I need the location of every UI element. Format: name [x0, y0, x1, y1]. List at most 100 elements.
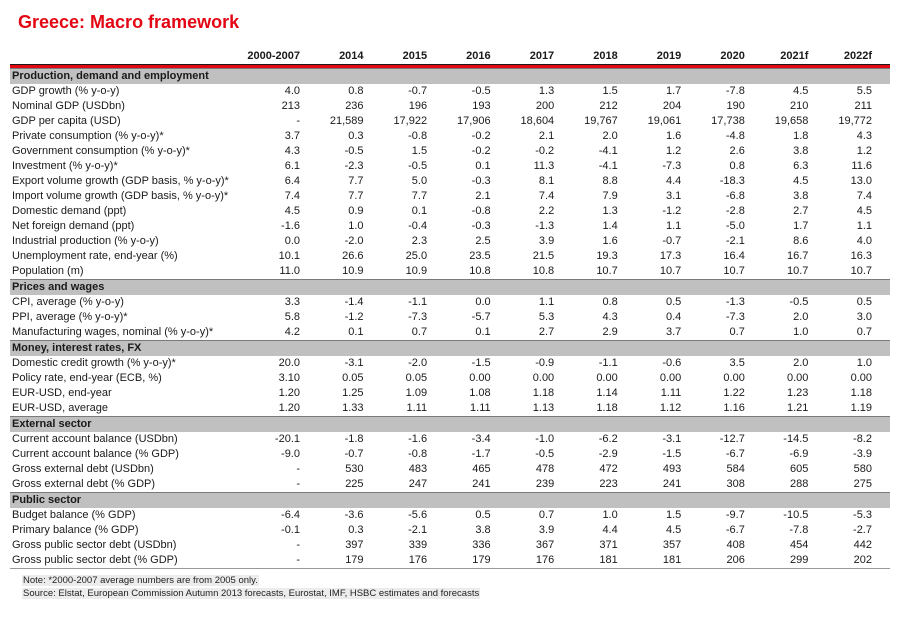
- column-header-2017: 2017: [529, 50, 555, 62]
- cell-value: 23.5: [469, 250, 491, 262]
- cell-value: 1.23: [786, 387, 809, 399]
- cell-value: 0.05: [342, 372, 364, 384]
- cell-value: -: [296, 478, 300, 490]
- cell-value: -0.8: [471, 205, 491, 217]
- table-row: Budget balance (% GDP) -6.4 -3.6 -5.6 0.5 0.7…: [10, 508, 890, 523]
- source-line: Source: Elstat, European Commission Autu…: [22, 587, 890, 600]
- cell-value: 1.11: [660, 387, 682, 399]
- cell-value: 16.4: [723, 250, 745, 262]
- row-label: Government consumption (% y-o-y)*: [12, 145, 190, 157]
- table-row: Private consumption (% y-o-y)* 3.7 0.3 -0.8…: [10, 129, 890, 144]
- cell-value: 4.5: [856, 205, 872, 217]
- cell-value: -0.2: [471, 130, 491, 142]
- cell-value: 0.7: [411, 326, 428, 338]
- table-body: Production, demand and employment GDP gro…: [10, 68, 890, 569]
- cell-value: 2.5: [475, 235, 491, 247]
- cell-value: 0.5: [665, 296, 682, 308]
- row-label: PPI, average (% y-o-y)*: [12, 311, 128, 323]
- cell-value: 1.22: [723, 387, 745, 399]
- cell-value: 1.0: [856, 357, 872, 369]
- cell-value: 21,589: [329, 115, 364, 127]
- cell-value: 25.0: [405, 250, 428, 262]
- cell-value: 584: [726, 463, 745, 475]
- cell-value: 11.0: [279, 265, 300, 277]
- cell-value: 1.5: [665, 509, 682, 521]
- cell-value: -2.1: [408, 524, 428, 536]
- cell-value: 1.6: [602, 235, 618, 247]
- section-header-row-public-sector: Public sector: [10, 492, 890, 508]
- cell-value: 1.0: [602, 509, 618, 521]
- row-label: Gross external debt (% GDP): [12, 478, 156, 490]
- cell-value: 13.0: [850, 175, 872, 187]
- cell-value: -2.9: [598, 448, 618, 460]
- cell-value: 4.4: [665, 175, 682, 187]
- column-header-2015: 2015: [402, 50, 428, 62]
- report-page: Greece: Macro framework 2000-2007 2014 201…: [10, 12, 890, 600]
- cell-value: 1.08: [469, 387, 491, 399]
- cell-value: 5.8: [284, 311, 300, 323]
- cell-value: 196: [408, 100, 428, 112]
- cell-value: -6.2: [598, 433, 618, 445]
- cell-value: 206: [699, 553, 763, 569]
- cell-value: 1.14: [596, 387, 618, 399]
- cell-value: 3.5: [729, 357, 745, 369]
- cell-value: 19,061: [647, 115, 682, 127]
- row-label: Private consumption (% y-o-y)*: [12, 130, 164, 142]
- cell-value: 0.00: [659, 372, 682, 384]
- table-row: Industrial production (% y-o-y) 0.0 -2.0 2.…: [10, 234, 890, 249]
- cell-value: 0.7: [856, 326, 872, 338]
- table-row: Primary balance (% GDP) -0.1 0.3 -2.1 3.8 3.9…: [10, 523, 890, 538]
- cell-value: 0.5: [856, 296, 872, 308]
- cell-value: 204: [662, 100, 682, 112]
- column-header-2016: 2016: [466, 50, 491, 62]
- cell-value: 4.2: [284, 326, 300, 338]
- cell-value: 26.6: [342, 250, 364, 262]
- cell-value: -8.2: [853, 433, 872, 445]
- table-row: Unemployment rate, end-year (%) 10.1 26.6 2…: [10, 249, 890, 264]
- cell-value: 0.1: [475, 160, 491, 172]
- cell-value: 6.3: [793, 160, 809, 172]
- cell-value: 1.1: [665, 220, 682, 232]
- row-label: Export volume growth (GDP basis, % y-o-y…: [12, 175, 229, 187]
- cell-value: 7.4: [856, 190, 872, 202]
- cell-value: -5.7: [471, 311, 491, 323]
- column-header-2021f: 2021f: [780, 50, 809, 62]
- cell-value: 1.25: [342, 387, 364, 399]
- cell-value: -3.1: [344, 357, 364, 369]
- table-row: Domestic demand (ppt) 4.5 0.9 0.1 -0.8 2.2 1.3…: [10, 204, 890, 219]
- cell-value: 2.9: [602, 326, 618, 338]
- row-label: Gross public sector debt (% GDP): [10, 553, 246, 569]
- cell-value: 1.7: [665, 85, 682, 97]
- section-header-label: Prices and wages: [10, 279, 890, 295]
- cell-value: 2.2: [538, 205, 555, 217]
- cell-value: 16.7: [786, 250, 809, 262]
- column-header-2019: 2019: [656, 50, 682, 62]
- cell-value: 605: [790, 463, 809, 475]
- section-header-label: Public sector: [10, 492, 890, 508]
- cell-value: -2.0: [344, 235, 364, 247]
- table-row: Gross public sector debt (USDbn) - 397 339 3…: [10, 538, 890, 553]
- cell-value: 19,658: [774, 115, 809, 127]
- cell-value: -0.8: [408, 448, 428, 460]
- cell-value: 0.00: [532, 372, 555, 384]
- cell-value: -0.3: [471, 175, 491, 187]
- cell-value: -6.4: [281, 509, 300, 521]
- cell-value: -6.7: [725, 524, 745, 536]
- cell-value: -: [246, 553, 318, 569]
- cell-value: -0.8: [408, 130, 428, 142]
- table-row: Policy rate, end-year (ECB, %) 3.10 0.05 0.…: [10, 371, 890, 386]
- cell-value: 8.8: [602, 175, 618, 187]
- cell-value: 2.7: [793, 205, 809, 217]
- cell-value: 11.3: [533, 160, 555, 172]
- cell-value: 19,767: [584, 115, 618, 127]
- cell-value: 223: [599, 478, 618, 490]
- cell-value: -0.4: [408, 220, 428, 232]
- cell-value: 339: [408, 539, 428, 551]
- column-header-2000-2007: 2000-2007: [247, 50, 300, 62]
- row-label: Domestic credit growth (% y-o-y)*: [12, 357, 176, 369]
- cell-value: 0.8: [602, 296, 618, 308]
- cell-value: -5.0: [725, 220, 745, 232]
- cell-value: 181: [635, 553, 700, 569]
- cell-value: 1.13: [532, 402, 555, 414]
- cell-value: 0.00: [723, 372, 745, 384]
